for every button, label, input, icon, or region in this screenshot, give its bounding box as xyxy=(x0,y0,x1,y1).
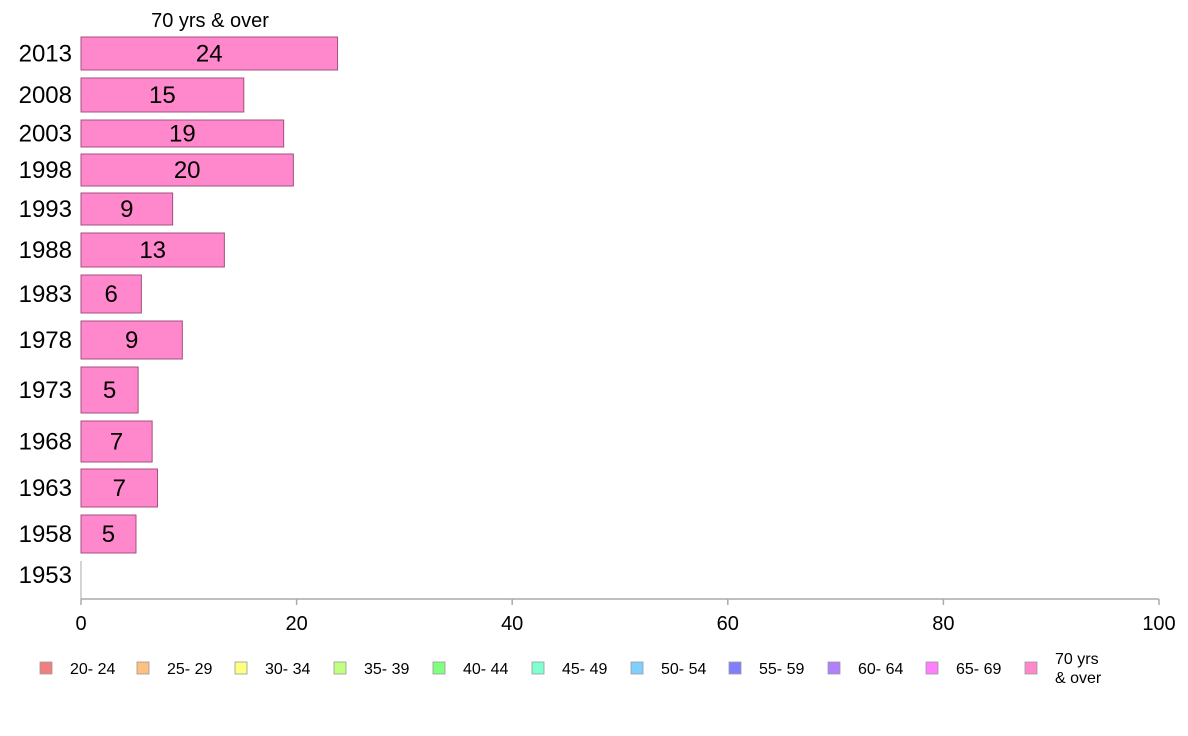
legend-swatch xyxy=(1024,661,1038,675)
bar xyxy=(80,192,174,226)
bar-data-label: 6 xyxy=(105,281,118,308)
legend-label: 65- 69 xyxy=(956,661,1001,678)
x-tick-label: 80 xyxy=(932,613,954,635)
bar xyxy=(80,232,225,268)
category-label: 2013 xyxy=(19,41,72,68)
bar-data-label: 5 xyxy=(103,377,116,404)
legend-swatch xyxy=(432,661,446,675)
category-label: 1973 xyxy=(19,377,72,404)
bar-data-label: 9 xyxy=(120,196,133,223)
bar-data-label: 15 xyxy=(149,82,176,109)
bar-data-label: 5 xyxy=(102,521,115,548)
legend-label: 60- 64 xyxy=(858,661,903,678)
bar-data-label: 7 xyxy=(110,429,123,456)
category-label: 1958 xyxy=(19,521,72,548)
category-label: 2008 xyxy=(19,82,72,109)
bars: 2013 24 2008 15 2003 19 1998 20 1993 9 1988 13 1983 6… xyxy=(19,36,339,589)
bar xyxy=(80,77,245,113)
category-label: 1993 xyxy=(19,196,72,223)
legend-swatch xyxy=(234,661,248,675)
bar-data-label: 9 xyxy=(125,327,138,354)
x-tick-label: 100 xyxy=(1142,613,1175,635)
legend-label: 70 yrs & over xyxy=(1055,651,1102,687)
legend-label: 30- 34 xyxy=(265,661,310,678)
bar-data-label: 24 xyxy=(196,41,223,68)
legend-label: 45- 49 xyxy=(562,661,607,678)
bar xyxy=(80,420,153,463)
x-tick-label: 20 xyxy=(285,613,307,635)
x-tick-label: 40 xyxy=(501,613,523,635)
bar-data-label: 13 xyxy=(139,237,166,264)
legend-swatch xyxy=(39,661,53,675)
legend: 20- 24 25- 29 30- 34 35- 39 40- 44 45- 49 50- … xyxy=(39,651,1102,687)
bar-data-label: 7 xyxy=(113,475,126,502)
legend-label: 35- 39 xyxy=(364,661,409,678)
legend-label: 40- 44 xyxy=(463,661,508,678)
category-label: 1968 xyxy=(19,429,72,456)
legend-label: 50- 54 xyxy=(661,661,706,678)
bar xyxy=(80,274,142,314)
category-label: 2003 xyxy=(19,121,72,148)
legend-swatch xyxy=(531,661,545,675)
x-tick-label: 60 xyxy=(717,613,739,635)
legend-swatch xyxy=(630,661,644,675)
bar xyxy=(80,36,339,71)
bar xyxy=(80,514,137,554)
category-label: 1978 xyxy=(19,327,72,354)
x-axis: 0 20 40 60 80 100 xyxy=(75,561,1176,635)
x-tick-label: 0 xyxy=(75,613,86,635)
bar-data-label: 20 xyxy=(174,157,201,184)
bar-data-label: 19 xyxy=(169,121,196,148)
bar xyxy=(80,119,285,148)
panel-title: 70 yrs & over xyxy=(151,10,269,32)
category-label: 1963 xyxy=(19,475,72,502)
legend-label: 25- 29 xyxy=(167,661,212,678)
category-label: 1998 xyxy=(19,157,72,184)
legend-swatch xyxy=(827,661,841,675)
category-label: 1983 xyxy=(19,281,72,308)
legend-swatch xyxy=(925,661,939,675)
legend-swatch xyxy=(333,661,347,675)
legend-label: 55- 59 xyxy=(759,661,804,678)
bar xyxy=(80,153,294,187)
category-label: 1988 xyxy=(19,237,72,264)
bar xyxy=(80,320,183,360)
category-label: 1953 xyxy=(19,562,72,589)
legend-label: 20- 24 xyxy=(70,661,115,678)
bar xyxy=(80,468,159,508)
legend-swatch xyxy=(136,661,150,675)
bar xyxy=(80,366,139,414)
legend-swatch xyxy=(728,661,742,675)
